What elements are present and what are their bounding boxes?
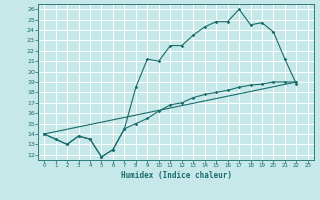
X-axis label: Humidex (Indice chaleur): Humidex (Indice chaleur) xyxy=(121,171,231,180)
